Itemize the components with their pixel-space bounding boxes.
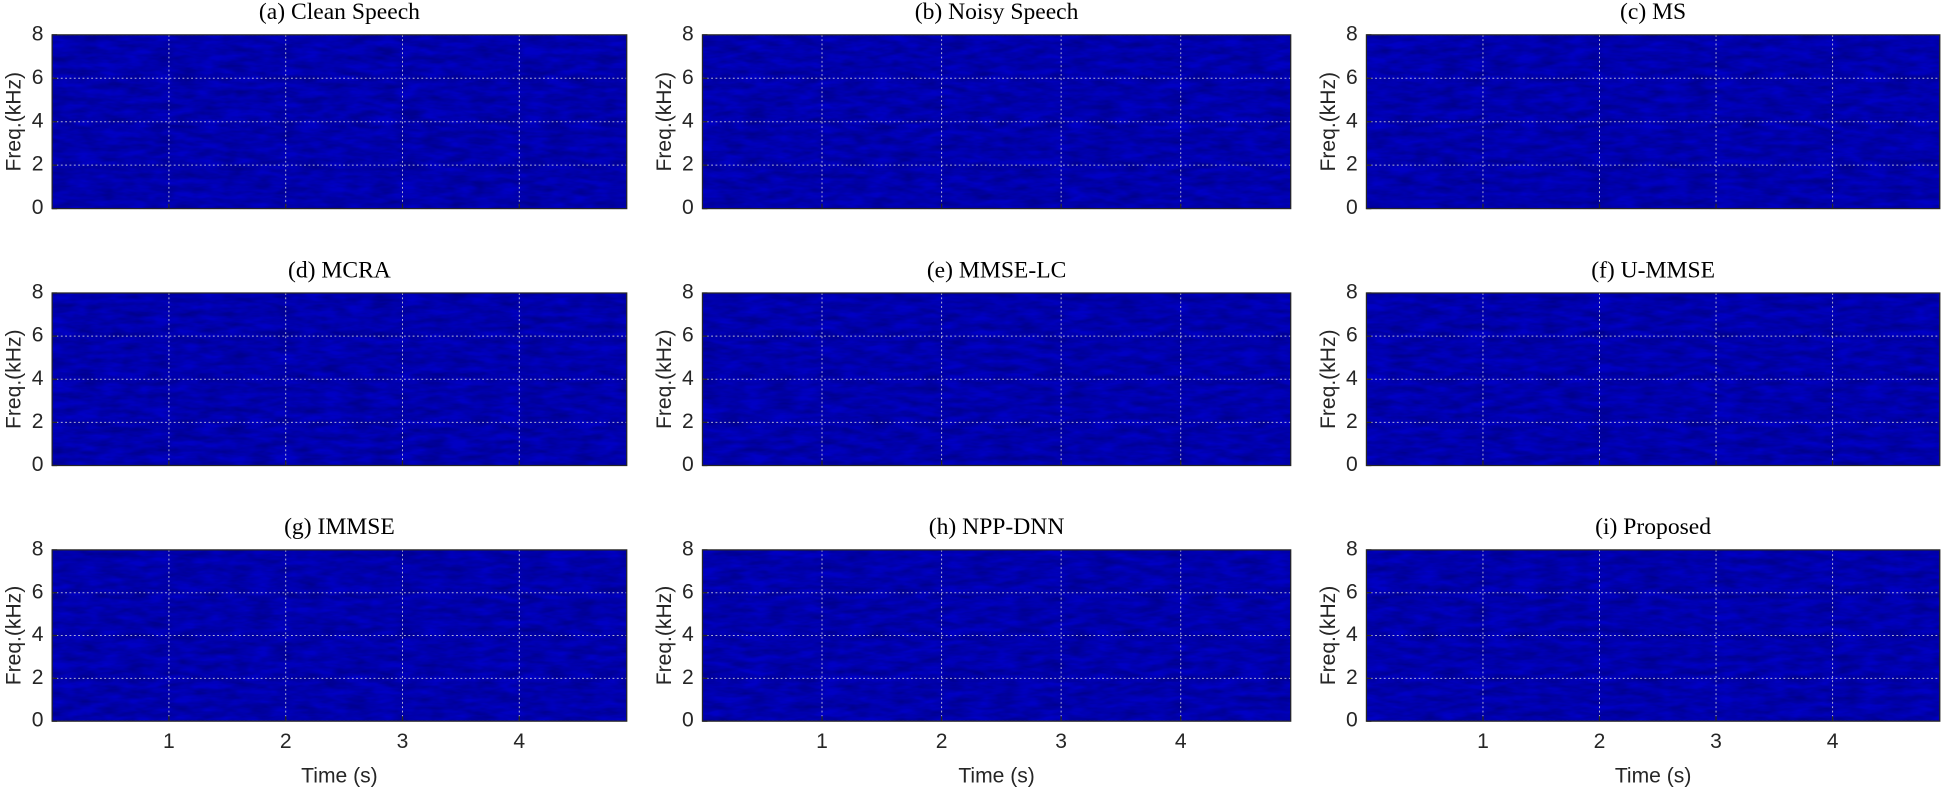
y-tick-label: 2 (1346, 153, 1358, 176)
y-axis-label: Freq.(kHz) (653, 329, 676, 429)
y-axis-label: Freq.(kHz) (653, 586, 676, 686)
x-tick-label: 3 (1710, 730, 1722, 753)
y-tick-label: 0 (32, 196, 44, 219)
plot-frame (701, 34, 1292, 210)
y-tick-label: 6 (682, 324, 694, 347)
y-tick-label: 8 (32, 22, 44, 45)
panel-title: (f) U-MMSE (1591, 257, 1715, 283)
x-tick-label: 2 (1594, 730, 1606, 753)
y-tick-label: 2 (32, 153, 44, 176)
y-axis-label: Freq.(kHz) (653, 72, 676, 172)
y-tick-label: 0 (1346, 196, 1358, 219)
y-tick-label: 4 (682, 623, 694, 646)
y-tick-label: 8 (682, 22, 694, 45)
y-tick-label: 8 (682, 281, 694, 304)
panel-title: (g) IMMSE (284, 514, 395, 540)
x-tick-label: 2 (936, 730, 948, 753)
y-tick-label: 4 (32, 623, 44, 646)
y-tick-label: 4 (1346, 367, 1358, 390)
plot-frame (701, 549, 1292, 722)
plot-frame (1365, 549, 1941, 722)
spectrogram-texture (702, 34, 1291, 209)
y-axis-label: Freq.(kHz) (2, 586, 25, 686)
y-tick-label: 2 (1346, 666, 1358, 689)
y-tick-label: 8 (32, 537, 44, 560)
panel-title: (i) Proposed (1595, 514, 1711, 540)
panel-title: (a) Clean Speech (259, 0, 420, 25)
x-axis-label: Time (s) (958, 765, 1035, 788)
x-tick-label: 4 (1827, 730, 1839, 753)
y-tick-label: 0 (32, 453, 44, 476)
x-tick-label: 1 (816, 730, 828, 753)
y-axis-label: Freq.(kHz) (2, 72, 25, 172)
x-tick-label: 4 (513, 730, 525, 753)
y-tick-label: 6 (32, 580, 44, 603)
y-tick-label: 4 (32, 109, 44, 132)
y-tick-label: 4 (32, 367, 44, 390)
y-tick-label: 8 (32, 281, 44, 304)
panel-title: (d) MCRA (288, 257, 391, 283)
x-tick-label: 1 (163, 730, 175, 753)
y-tick-label: 6 (682, 66, 694, 89)
spectrogram-texture (702, 549, 1291, 722)
y-tick-label: 2 (682, 666, 694, 689)
y-axis-label: Freq.(kHz) (2, 329, 25, 429)
x-tick-label: 3 (1055, 730, 1067, 753)
y-tick-label: 0 (1346, 453, 1358, 476)
plot-frame (51, 292, 628, 467)
y-tick-label: 4 (682, 367, 694, 390)
y-tick-label: 2 (682, 153, 694, 176)
panel-title: (b) Noisy Speech (915, 0, 1079, 25)
x-tick-label: 1 (1477, 730, 1489, 753)
y-tick-label: 6 (1346, 66, 1358, 89)
x-tick-label: 2 (280, 730, 292, 753)
y-tick-label: 2 (682, 410, 694, 433)
y-tick-label: 8 (682, 537, 694, 560)
x-axis-label: Time (s) (301, 765, 377, 788)
plot-frame (51, 34, 628, 210)
plot-frame (1365, 34, 1941, 210)
y-tick-label: 0 (682, 196, 694, 219)
y-tick-label: 4 (682, 109, 694, 132)
x-axis-label: Time (s) (1615, 765, 1692, 788)
spectrogram-texture (702, 292, 1291, 466)
panel-title: (e) MMSE-LC (927, 257, 1067, 283)
y-tick-label: 2 (1346, 410, 1358, 433)
y-tick-label: 2 (32, 666, 44, 689)
y-tick-label: 6 (32, 66, 44, 89)
y-tick-label: 8 (1346, 281, 1358, 304)
y-tick-label: 6 (682, 580, 694, 603)
y-tick-label: 8 (1346, 22, 1358, 45)
y-axis-label: Freq.(kHz) (1317, 329, 1340, 429)
y-tick-label: 2 (32, 410, 44, 433)
y-tick-label: 6 (1346, 580, 1358, 603)
panel-title: (h) NPP-DNN (929, 514, 1065, 540)
plot-frame (1365, 292, 1941, 467)
y-tick-label: 0 (1346, 709, 1358, 732)
y-tick-label: 0 (682, 453, 694, 476)
x-tick-label: 3 (397, 730, 409, 753)
y-tick-label: 4 (1346, 109, 1358, 132)
y-axis-label: Freq.(kHz) (1317, 72, 1340, 172)
y-tick-label: 0 (32, 709, 44, 732)
plot-frame (701, 292, 1292, 467)
y-tick-label: 0 (682, 709, 694, 732)
panel-title: (c) MS (1620, 0, 1686, 25)
y-tick-label: 4 (1346, 623, 1358, 646)
y-tick-label: 8 (1346, 537, 1358, 560)
x-tick-label: 4 (1175, 730, 1187, 753)
y-tick-label: 6 (1346, 324, 1358, 347)
y-tick-label: 6 (32, 324, 44, 347)
y-axis-label: Freq.(kHz) (1317, 586, 1340, 686)
plot-frame (51, 549, 628, 722)
